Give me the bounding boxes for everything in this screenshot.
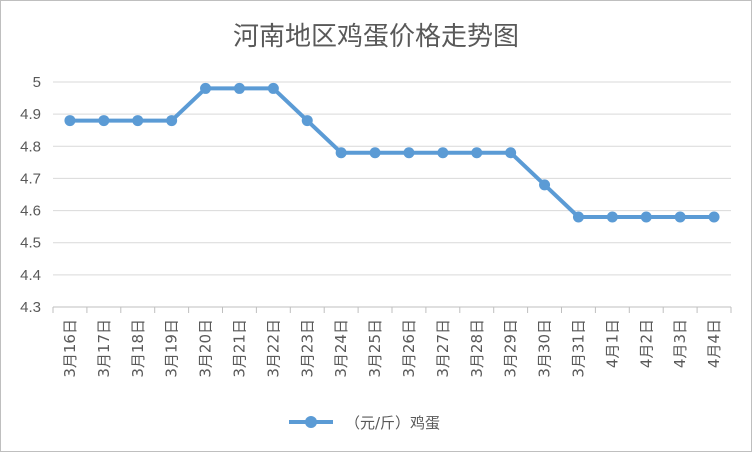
series-line <box>69 86 715 219</box>
data-point <box>572 211 584 223</box>
x-tick-label: 3月18日 <box>129 319 147 378</box>
x-axis: 3月16日 3月17日 3月18日 3月19日 3月20日 3月21日 3月22日 3月23日… <box>52 306 732 378</box>
data-point <box>200 82 212 94</box>
data-point <box>403 147 415 159</box>
series-layer <box>64 82 720 223</box>
data-point <box>369 147 381 159</box>
data-point <box>708 211 720 223</box>
y-tick-label: 5 <box>33 74 41 91</box>
x-tick-label: 3月16日 <box>61 319 79 378</box>
x-tick-label: 3月27日 <box>434 319 452 378</box>
x-tick-label: 3月28日 <box>468 319 486 378</box>
data-point <box>539 179 551 191</box>
y-tick-label: 4.5 <box>20 235 41 252</box>
x-tick-label: 4月1日 <box>603 319 621 368</box>
legend: （元/斤）鸡蛋 <box>289 414 440 432</box>
x-tick-label: 3月24日 <box>332 319 350 378</box>
x-tick-label: 3月21日 <box>230 319 248 378</box>
data-point <box>64 115 76 127</box>
data-point <box>98 115 110 127</box>
data-point <box>335 147 347 159</box>
y-tick-label: 4.4 <box>20 267 41 284</box>
data-point <box>471 147 483 159</box>
legend-label: （元/斤）鸡蛋 <box>345 414 440 432</box>
y-axis: 4.3 4.4 4.5 4.6 4.7 4.8 4.9 5 <box>20 74 41 316</box>
x-tick-label: 3月25日 <box>366 319 384 378</box>
y-tick-label: 4.9 <box>20 106 41 123</box>
data-point <box>233 82 245 94</box>
legend-point-marker <box>305 416 317 428</box>
x-tick-label: 4月2日 <box>637 319 655 368</box>
data-point <box>505 147 517 159</box>
data-point <box>606 211 618 223</box>
x-tick-label: 3月19日 <box>163 319 181 378</box>
x-tick-label: 3月26日 <box>400 319 418 378</box>
data-point <box>132 115 144 127</box>
x-tick-label: 3月22日 <box>264 319 282 378</box>
data-point <box>267 82 279 94</box>
x-tick-label: 3月23日 <box>298 319 316 378</box>
chart-title: 河南地区鸡蛋价格走势图 <box>233 22 519 52</box>
data-point <box>301 115 313 127</box>
y-tick-label: 4.6 <box>20 203 41 220</box>
x-tick-label: 3月17日 <box>95 319 113 378</box>
y-tick-label: 4.7 <box>20 170 41 187</box>
y-tick-label: 4.8 <box>20 138 41 155</box>
x-tick-label: 3月20日 <box>197 319 215 378</box>
x-tick-label: 3月31日 <box>569 319 587 378</box>
y-tick-label: 4.3 <box>20 299 41 316</box>
data-point <box>674 211 686 223</box>
gridlines <box>53 81 731 308</box>
x-tick-label: 3月30日 <box>536 319 554 378</box>
data-point <box>437 147 449 159</box>
data-point <box>640 211 652 223</box>
x-tick-label: 3月29日 <box>502 319 520 378</box>
data-point <box>166 115 178 127</box>
x-tick-label: 4月4日 <box>705 319 723 368</box>
x-tick-label: 4月3日 <box>671 319 689 368</box>
